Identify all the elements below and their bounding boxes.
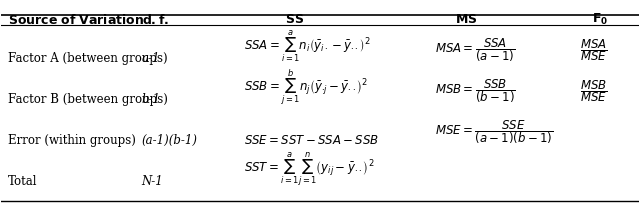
Text: $SSB=\sum_{j=1}^{b}n_j\left(\bar{y}_{\cdot j}-\bar{y}_{\cdot\cdot}\right)^2$: $SSB=\sum_{j=1}^{b}n_j\left(\bar{y}_{\cd… xyxy=(244,67,368,106)
Text: b-1: b-1 xyxy=(141,92,161,105)
Text: Error (within groups): Error (within groups) xyxy=(8,133,136,146)
Text: $\dfrac{MSA}{MSE}$: $\dfrac{MSA}{MSE}$ xyxy=(580,37,608,63)
Text: $\mathbf{Source\ of\ Variation}$: $\mathbf{Source\ of\ Variation}$ xyxy=(8,13,144,27)
Text: $\mathbf{SS}$: $\mathbf{SS}$ xyxy=(285,13,304,26)
Text: $SST=\sum_{i=1}^{a}\sum_{j=1}^{n}\left(y_{ij}-\bar{y}_{\cdot\cdot}\right)^2$: $SST=\sum_{i=1}^{a}\sum_{j=1}^{n}\left(y… xyxy=(244,149,374,187)
Text: $\dfrac{MSB}{MSE}$: $\dfrac{MSB}{MSE}$ xyxy=(580,78,608,104)
Text: $\mathbf{F_0}$: $\mathbf{F_0}$ xyxy=(592,12,609,27)
Text: Factor A (between groups): Factor A (between groups) xyxy=(8,52,168,65)
Text: $SSE=SST-SSA-SSB$: $SSE=SST-SSA-SSB$ xyxy=(244,133,378,146)
Text: $\mathbf{MS}$: $\mathbf{MS}$ xyxy=(455,13,478,26)
Text: Factor B (between groups): Factor B (between groups) xyxy=(8,92,168,105)
Text: $MSA=\dfrac{SSA}{(a-1)}$: $MSA=\dfrac{SSA}{(a-1)}$ xyxy=(435,36,515,64)
Text: Total: Total xyxy=(8,174,37,187)
Text: $MSE=\dfrac{SSE}{(a-1)(b-1)}$: $MSE=\dfrac{SSE}{(a-1)(b-1)}$ xyxy=(435,118,553,145)
Text: a-1: a-1 xyxy=(141,52,160,65)
Text: $\mathbf{d.f.}$: $\mathbf{d.f.}$ xyxy=(141,13,169,27)
Text: $MSB=\dfrac{SSB}{(b-1)}$: $MSB=\dfrac{SSB}{(b-1)}$ xyxy=(435,77,515,105)
Text: (a-1)(b-1): (a-1)(b-1) xyxy=(141,133,198,146)
Text: N-1: N-1 xyxy=(141,174,163,187)
Text: $SSA=\sum_{i=1}^{a}n_i\left(\bar{y}_{i\cdot}-\bar{y}_{\cdot\cdot}\right)^2$: $SSA=\sum_{i=1}^{a}n_i\left(\bar{y}_{i\c… xyxy=(244,28,370,64)
